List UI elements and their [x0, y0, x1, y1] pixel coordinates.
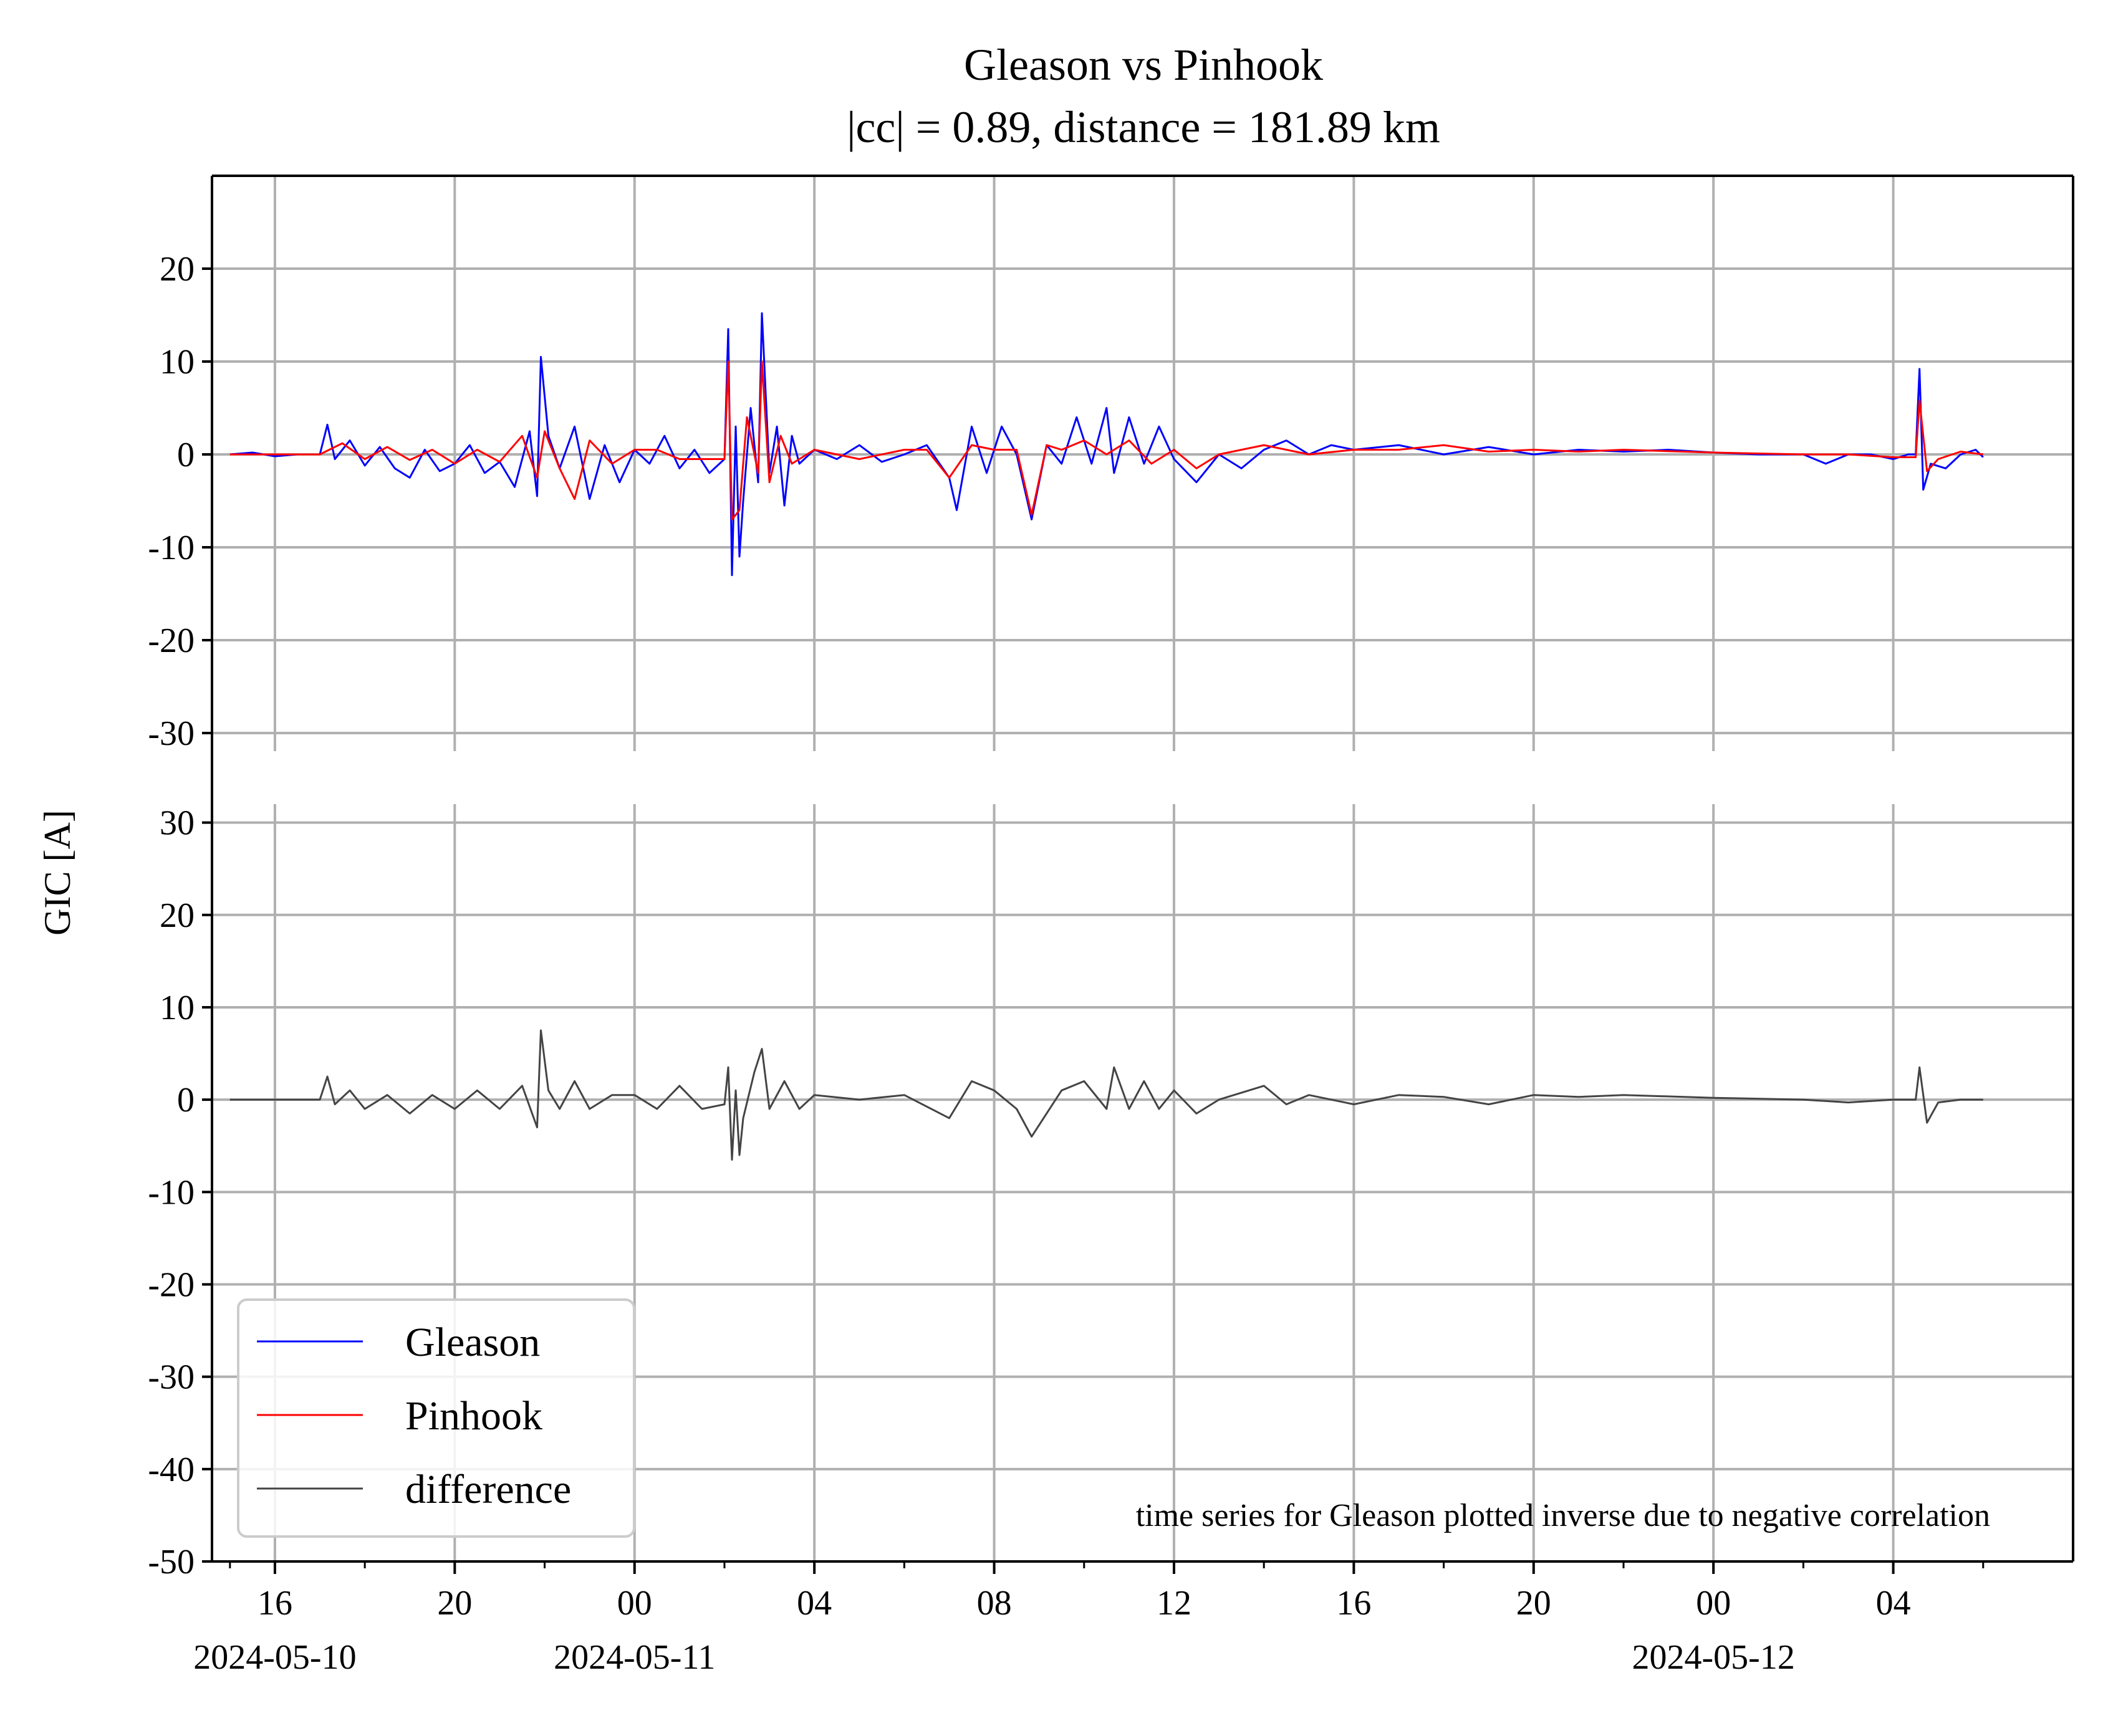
xtick-date-8: 2024-05-12 [1632, 1638, 1795, 1677]
xtick-label-9: 04 [1876, 1584, 1911, 1623]
bottom-ytick-label-8: 30 [160, 804, 195, 843]
bottom-ytick-label-0: -50 [148, 1543, 195, 1581]
grid-layer [212, 176, 2073, 1563]
xtick-label-7: 20 [1516, 1584, 1551, 1623]
xtick-label-8: 00 [1696, 1584, 1731, 1623]
top-ytick-label-1: -20 [148, 621, 195, 660]
xtick-label-0: 16 [257, 1584, 292, 1623]
series-pinhook [229, 360, 1983, 520]
bottom-ytick-label-2: -30 [148, 1358, 195, 1397]
bottom-ytick-label-3: -20 [148, 1265, 195, 1304]
top-ytick-label-3: 0 [177, 436, 195, 474]
bottom-ytick-label-1: -40 [148, 1451, 195, 1489]
xtick-label-4: 08 [977, 1584, 1012, 1623]
series-layer [229, 312, 1984, 1161]
chart-title-line-1: Gleason vs Pinhook [964, 40, 1323, 90]
xtick-label-2: 00 [617, 1584, 652, 1623]
bottom-ytick-label-7: 20 [160, 896, 195, 935]
xtick-date-2: 2024-05-11 [554, 1638, 715, 1677]
bottom-ytick-label-5: 0 [177, 1081, 195, 1120]
xtick-label-6: 16 [1336, 1584, 1371, 1623]
top-ytick-label-0: -30 [148, 714, 195, 753]
y-axis-label: GIC [A] [37, 810, 78, 936]
bottom-ytick-label-6: 10 [160, 989, 195, 1027]
legend-box [237, 1298, 635, 1538]
legend: Gleason Pinhook difference [237, 1298, 635, 1538]
legend-label-gleason: Gleason [405, 1320, 540, 1365]
xtick-label-1: 20 [437, 1584, 472, 1623]
xtick-date-0: 2024-05-10 [193, 1638, 356, 1677]
legend-label-difference: difference [405, 1467, 571, 1512]
top-ytick-label-4: 10 [160, 343, 195, 381]
bottom-ytick-label-4: -10 [148, 1173, 195, 1212]
top-ytick-label-5: 20 [160, 250, 195, 289]
top-ytick-label-2: -10 [148, 529, 195, 567]
series-gleason [229, 312, 1984, 577]
axes-layer: -30 -20 -10 0 10 20 -50 -40 -30 -20 -10 0 10 20 30 16 20… [148, 175, 2074, 1677]
xtick-label-5: 12 [1157, 1584, 1191, 1623]
inverse-note: time series for Gleason plotted inverse … [1136, 1498, 1990, 1533]
legend-label-pinhook: Pinhook [405, 1393, 542, 1439]
chart-title-line-2: |cc| = 0.89, distance = 181.89 km [847, 102, 1440, 152]
xtick-label-3: 04 [797, 1584, 832, 1623]
series-difference [229, 1029, 1983, 1161]
